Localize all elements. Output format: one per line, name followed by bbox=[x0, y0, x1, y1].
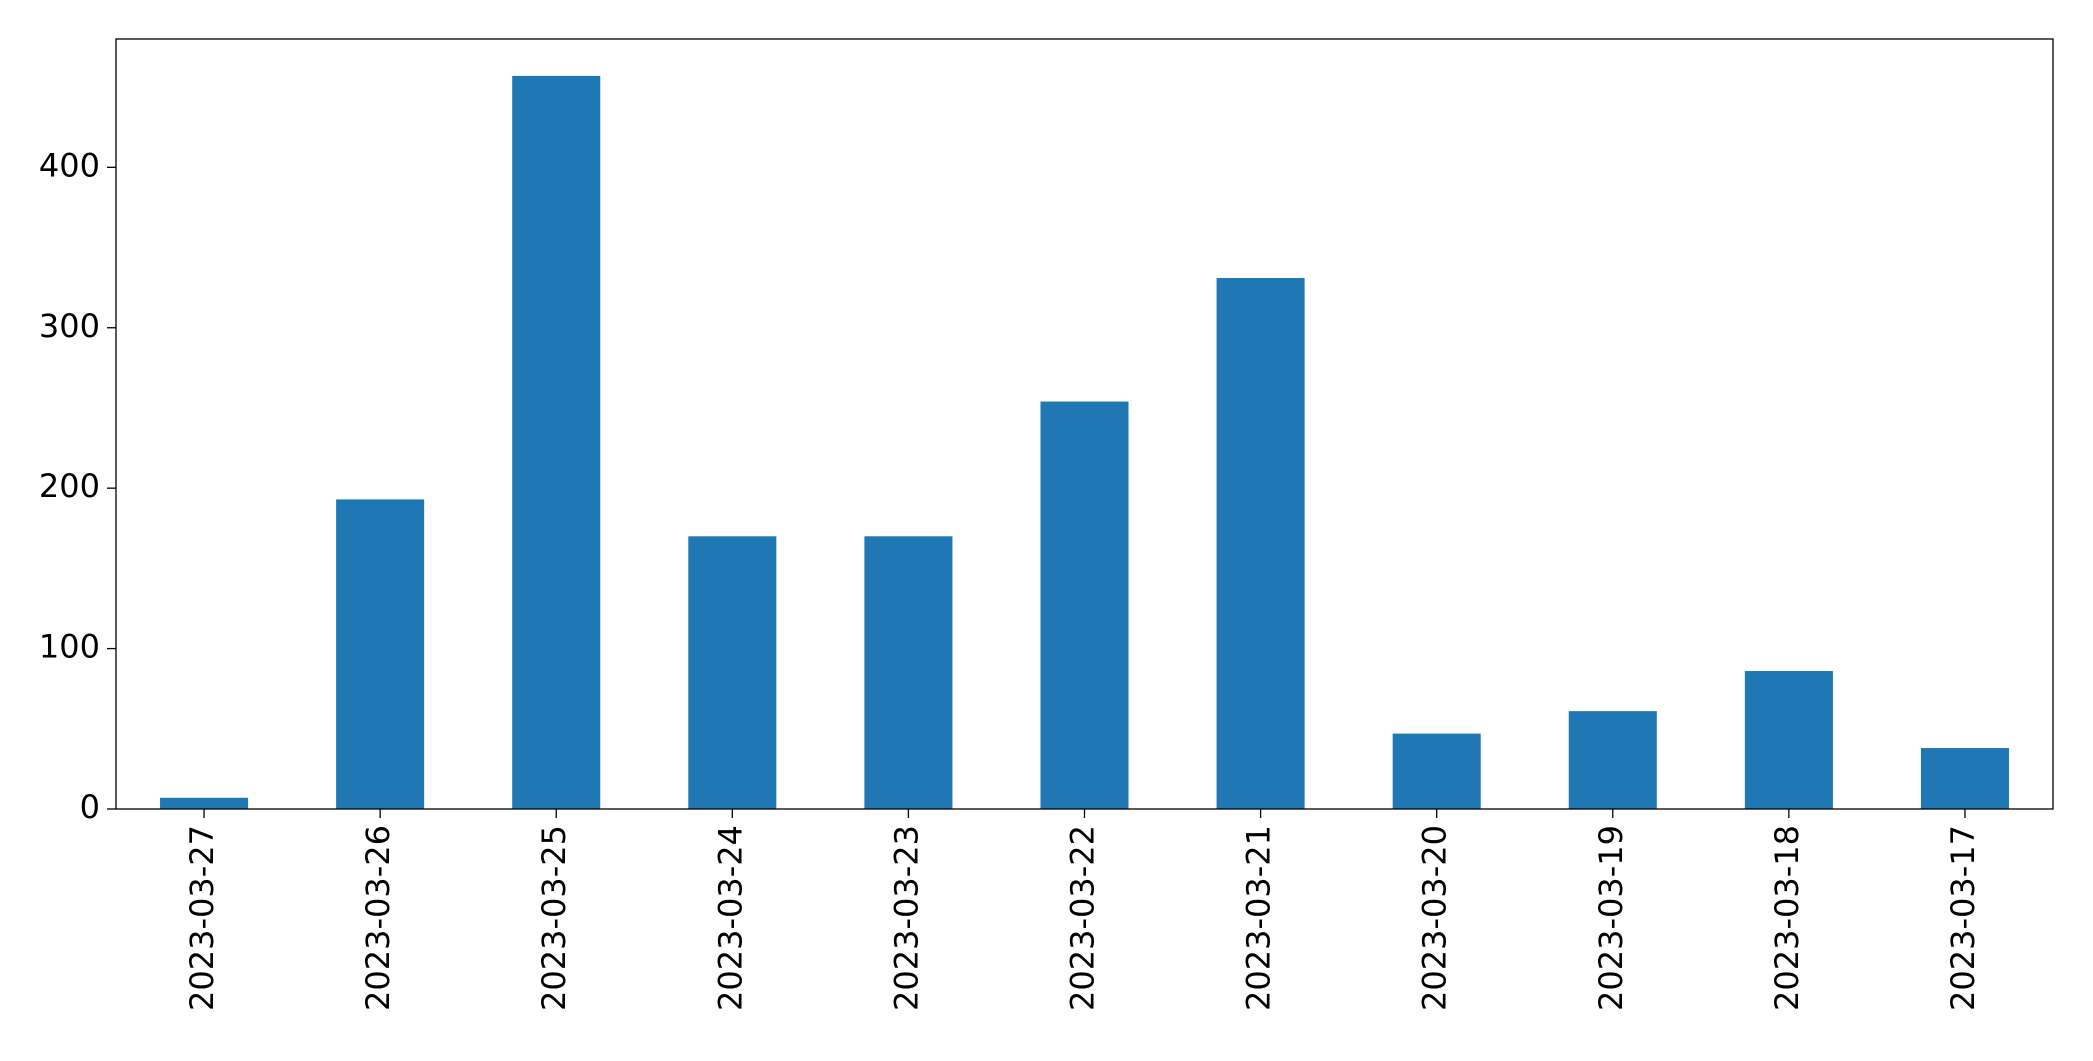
bar bbox=[1040, 401, 1129, 809]
bar bbox=[864, 536, 953, 809]
x-tick-label: 2023-03-17 bbox=[1944, 825, 1982, 1011]
bar bbox=[336, 499, 425, 809]
y-tick-label: 0 bbox=[80, 788, 100, 826]
x-tick-label: 2023-03-19 bbox=[1592, 825, 1630, 1011]
x-tick-label: 2023-03-20 bbox=[1416, 825, 1454, 1011]
x-tick-label: 2023-03-26 bbox=[359, 825, 397, 1011]
bar bbox=[1744, 671, 1833, 809]
bar bbox=[1920, 748, 2009, 809]
x-tick-label: 2023-03-27 bbox=[183, 825, 221, 1011]
bar bbox=[512, 75, 601, 810]
y-tick-label: 400 bbox=[39, 146, 100, 184]
bar bbox=[1568, 711, 1657, 809]
y-tick-label: 300 bbox=[39, 307, 100, 345]
x-tick-label: 2023-03-24 bbox=[711, 825, 749, 1011]
bar bbox=[1392, 733, 1481, 809]
bar bbox=[1216, 278, 1305, 809]
y-tick-label: 100 bbox=[39, 628, 100, 666]
y-tick-label: 200 bbox=[39, 467, 100, 505]
x-tick-label: 2023-03-22 bbox=[1064, 825, 1102, 1011]
plot-frame bbox=[115, 38, 2054, 810]
x-tick-label: 2023-03-18 bbox=[1768, 825, 1806, 1011]
bar bbox=[160, 797, 249, 809]
bar bbox=[688, 536, 777, 809]
x-tick-label: 2023-03-21 bbox=[1240, 825, 1278, 1011]
x-tick-label: 2023-03-23 bbox=[887, 825, 925, 1011]
x-tick-label: 2023-03-25 bbox=[535, 825, 573, 1011]
